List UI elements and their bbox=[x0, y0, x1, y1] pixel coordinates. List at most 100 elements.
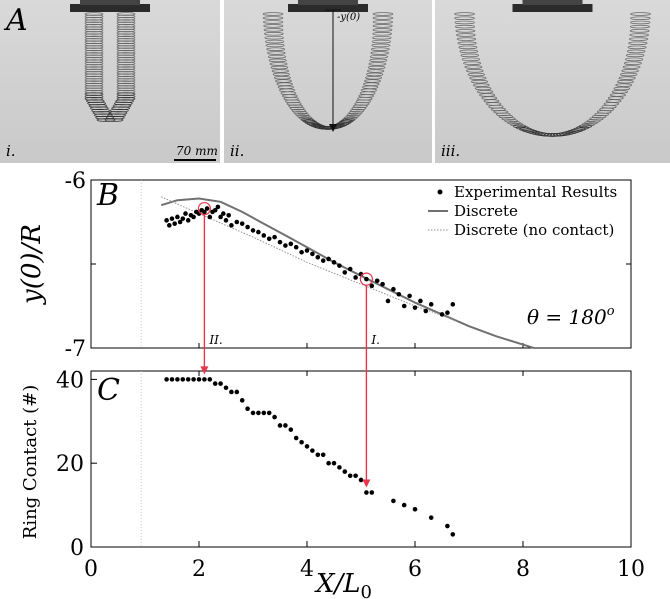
spring-coil bbox=[621, 69, 639, 73]
c-xtick-label: 2 bbox=[192, 557, 206, 582]
spring-coil bbox=[89, 106, 109, 110]
spring-coil bbox=[85, 99, 105, 103]
ring-contact-point bbox=[283, 423, 288, 428]
spring-coil bbox=[84, 28, 104, 33]
photo-label-ii: ii. bbox=[230, 142, 245, 160]
ring-contact-point bbox=[331, 460, 337, 466]
spring-coil bbox=[354, 102, 370, 106]
red-arrow-head bbox=[200, 366, 209, 375]
spring-coil bbox=[116, 92, 136, 96]
arrow-label: I. bbox=[370, 333, 380, 347]
spring-coil bbox=[116, 57, 136, 61]
ring-contact-point bbox=[212, 381, 218, 386]
spring-coil bbox=[116, 59, 136, 63]
spring-coil bbox=[84, 78, 104, 82]
experimental-point bbox=[450, 302, 456, 307]
spring-coil bbox=[116, 97, 136, 101]
spring-coil bbox=[84, 49, 104, 54]
spring-coil bbox=[265, 39, 285, 44]
spring-coil bbox=[91, 108, 111, 113]
spring-coil bbox=[116, 82, 136, 87]
spring-coil bbox=[84, 87, 104, 92]
spring-coil bbox=[352, 104, 368, 108]
experimental-point bbox=[266, 236, 272, 242]
experimental-point bbox=[212, 207, 218, 213]
spring-coil bbox=[463, 61, 482, 65]
experimental-point bbox=[342, 270, 348, 275]
ring-contact-point bbox=[428, 515, 434, 520]
spring-coil bbox=[498, 114, 513, 119]
spring-coil bbox=[620, 72, 638, 77]
experimental-point bbox=[283, 243, 288, 248]
spring-coil bbox=[371, 43, 391, 48]
experimental-point bbox=[183, 211, 188, 216]
red-arrow-head bbox=[362, 479, 371, 488]
spring-coil bbox=[626, 49, 646, 54]
spring-coil bbox=[269, 62, 288, 66]
ring-contact-point bbox=[353, 473, 358, 479]
experimental-point bbox=[272, 234, 277, 240]
spring-coil bbox=[623, 61, 642, 65]
ring-contact-point bbox=[369, 490, 375, 495]
spring-coil bbox=[364, 79, 381, 83]
y0-marker-label: -y(0) bbox=[337, 12, 361, 23]
photo-panel-iii: iii. bbox=[435, 0, 670, 163]
experimental-point bbox=[423, 308, 429, 314]
spring-coil bbox=[116, 42, 136, 47]
spring-coil bbox=[116, 24, 136, 28]
c-xtick-label: 6 bbox=[408, 557, 422, 582]
spring-coil bbox=[264, 35, 284, 40]
spring-coil bbox=[84, 59, 104, 63]
c-xlabel: X/L0 bbox=[314, 569, 372, 599]
spring-coil bbox=[84, 52, 104, 56]
spring-coil bbox=[116, 47, 136, 52]
experimental-point bbox=[401, 303, 407, 309]
spring-coil bbox=[84, 35, 104, 40]
spring-coil bbox=[466, 69, 484, 73]
spring-coil bbox=[510, 122, 524, 127]
spring-coil bbox=[456, 37, 477, 41]
spring-coil bbox=[266, 47, 286, 51]
ring-contact-point bbox=[358, 477, 364, 483]
experimental-point bbox=[185, 218, 191, 223]
spring-coil bbox=[369, 54, 389, 59]
spring-coil bbox=[84, 45, 104, 49]
ring-contact-point bbox=[185, 377, 191, 382]
spring-coil bbox=[84, 16, 104, 21]
ring-contact-point bbox=[169, 377, 175, 382]
spring-coil bbox=[116, 78, 136, 82]
spring-coil bbox=[84, 89, 104, 94]
spring-coil bbox=[116, 26, 136, 30]
c-ytick-label: 20 bbox=[56, 452, 84, 477]
spring-coil bbox=[265, 43, 285, 48]
arrow-label: II. bbox=[208, 333, 222, 347]
ring-contact-point bbox=[202, 377, 207, 382]
experimental-point bbox=[180, 216, 186, 221]
ring-contact-point bbox=[191, 377, 196, 382]
spring-coil bbox=[84, 61, 104, 66]
spring-coil bbox=[116, 61, 136, 66]
experimental-point bbox=[167, 223, 172, 228]
spring-coil bbox=[273, 75, 291, 80]
ring-contact-point bbox=[164, 377, 169, 382]
spring-coil bbox=[504, 119, 519, 123]
spring-coil bbox=[372, 12, 394, 16]
c-ytick-label: 0 bbox=[70, 536, 84, 561]
spring-coil bbox=[369, 58, 388, 63]
experimental-point bbox=[164, 218, 169, 223]
ring-contact-point bbox=[218, 381, 223, 386]
ring-contact-point bbox=[445, 523, 450, 529]
ring-contact-point bbox=[337, 465, 342, 470]
spring-coil bbox=[116, 73, 136, 77]
spring-coil bbox=[615, 83, 633, 87]
spring-coil bbox=[592, 114, 607, 119]
experimental-point bbox=[293, 244, 299, 250]
spring-coil bbox=[116, 71, 136, 75]
b-ylabel: y(0)/R bbox=[17, 224, 47, 305]
ring-contact-point bbox=[450, 532, 456, 537]
legend-marker-experimental bbox=[437, 189, 443, 195]
spring-coil bbox=[454, 24, 475, 29]
ring-contact-point bbox=[326, 460, 331, 466]
spring-coil bbox=[84, 19, 104, 23]
spring-coil bbox=[367, 65, 386, 70]
